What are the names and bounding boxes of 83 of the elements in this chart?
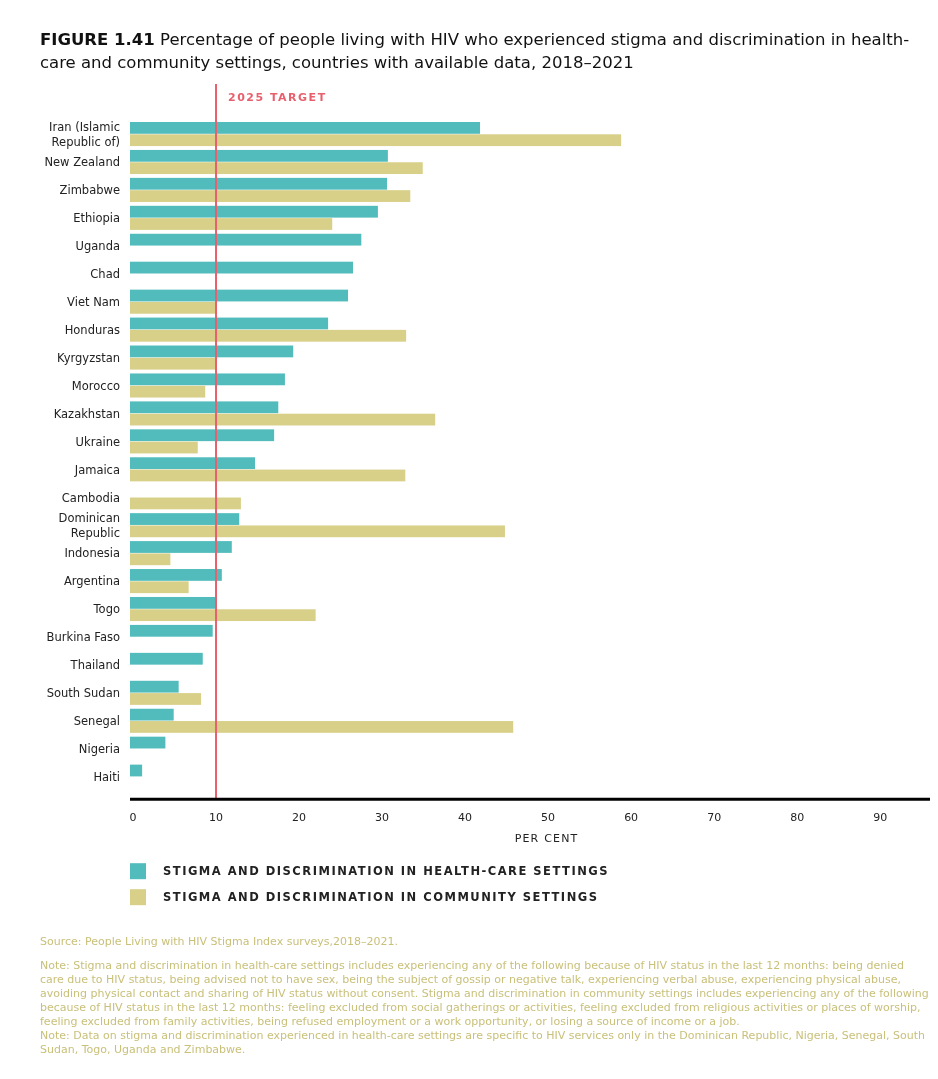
bar [130,441,198,454]
text: Note: Data on stigma and discrimination experienced in health-care settings are specific to HIV services only in the Dominican Republic, Nigeria, Senegal, South Sudan, Togo, Uganda and Zimbabwe. [40,1029,927,1058]
bar [130,289,349,302]
bar [130,652,203,665]
bar [130,581,189,594]
y-tick-label: Togo [92,601,120,616]
bar [130,624,213,637]
bar [130,596,217,609]
chart-title: FIGURE 1.41 Percentage of people living with HIV who experienced stigma and discrimination in health-care and community settings, countries with available data, 2018–2021 [39,29,911,74]
ref-line-label: 2025 TARGET [228,91,327,104]
source-note: Source: People Living with HIV Stigma Index surveys,2018–2021. [40,935,399,950]
x-tick-label: 70 [707,811,722,825]
legend-label: STIGMA AND DISCRIMINATION IN COMMUNITY SETTINGS [163,890,599,905]
x-tick-label: 50 [541,811,556,825]
bar [130,317,329,330]
bar [130,357,217,370]
bar [130,401,279,414]
bar [130,541,232,553]
y-tick-label: Viet Nam [67,294,120,309]
y-tick-label: Burkina Faso [46,629,120,644]
bar [130,497,241,510]
y-tick-label: Cambodia [61,490,120,505]
bar [130,329,407,342]
y-tick-label: South Sudan [46,685,120,700]
bar [130,149,388,162]
x-tick-label: 40 [458,811,473,825]
bar [130,177,388,190]
bar [130,469,406,482]
y-tick-label: Kyrgyzstan [56,350,120,365]
y-tick-label: Kazakhstan [53,406,120,421]
y-tick-label: Argentina [63,573,120,588]
bar [130,708,174,721]
bar [130,385,206,398]
bar [130,162,423,175]
text: Note: Stigma and discrimination in health-care settings includes experiencing any of the following because of HIV status in the last 12 months: being denied care due to HIV status, being advised not to have sex, being the subject of gossip or negative talk, experiencing verbal abuse, experiencing physical abuse, avoiding physical contact and sharing of HIV status without consent. Stigma and discrimination in community settings includes experiencing any of the following because of HIV status in the last 12 months: feeling excluded from social gatherings or activities, feeling excluded from religious activities or places of worship, feeling excluded from family activities, being refused employment or a work opportunity, or losing a source of income or a job. [40,959,930,1030]
bar [130,205,378,218]
y-tick-label: Zimbabwe [59,182,120,197]
bar [130,553,171,566]
y-tick-label: Jamaica [73,462,120,477]
y-tick-label: Indonesia [64,545,120,560]
bar [130,261,354,274]
legend-label: STIGMA AND DISCRIMINATION IN HEALTH-CARE SETTINGS [163,864,610,879]
bar [130,569,222,581]
bar [130,429,275,442]
bar [130,373,285,386]
bar [130,218,333,230]
bar [130,301,217,314]
y-tick-label: Thailand [69,657,120,672]
bar [130,609,316,622]
x-tick-label: 20 [292,811,307,825]
bar [130,693,202,705]
x-tick-label: 80 [790,811,805,825]
bar [130,736,166,749]
x-tick-label: 90 [873,811,888,825]
y-tick-label: Nigeria [78,741,120,756]
y-tick-label: New Zealand [44,154,120,169]
bar [130,721,514,733]
y-tick-label: Haiti [93,769,120,784]
y-tick-label: Ukraine [75,434,120,449]
y-tick-label: Morocco [71,378,120,393]
y-tick-label: Ethiopia [73,210,120,225]
bar [130,680,179,693]
y-tick-label: Senegal [73,713,120,728]
x-tick-label: 10 [209,811,224,825]
bar [130,457,256,470]
bar [130,525,505,538]
bar [130,413,436,426]
x-tick-label: 60 [624,811,639,825]
bar [130,345,294,358]
y-tick-label: Uganda [75,238,120,253]
bar [130,122,481,134]
bar [130,513,240,525]
y-tick-label: Chad [90,266,120,281]
x-tick-label: 0 [129,811,137,825]
bar [130,134,622,147]
y-tick-label: Honduras [64,322,121,337]
bar [130,233,362,246]
bar [130,190,411,202]
y-tick-label: Dominican Republic [58,510,120,540]
bar [130,764,143,777]
x-axis-title: PER CENT [514,832,579,846]
x-tick-label: 30 [375,811,390,825]
y-tick-label: Iran (Islamic Republic of) [49,119,120,149]
